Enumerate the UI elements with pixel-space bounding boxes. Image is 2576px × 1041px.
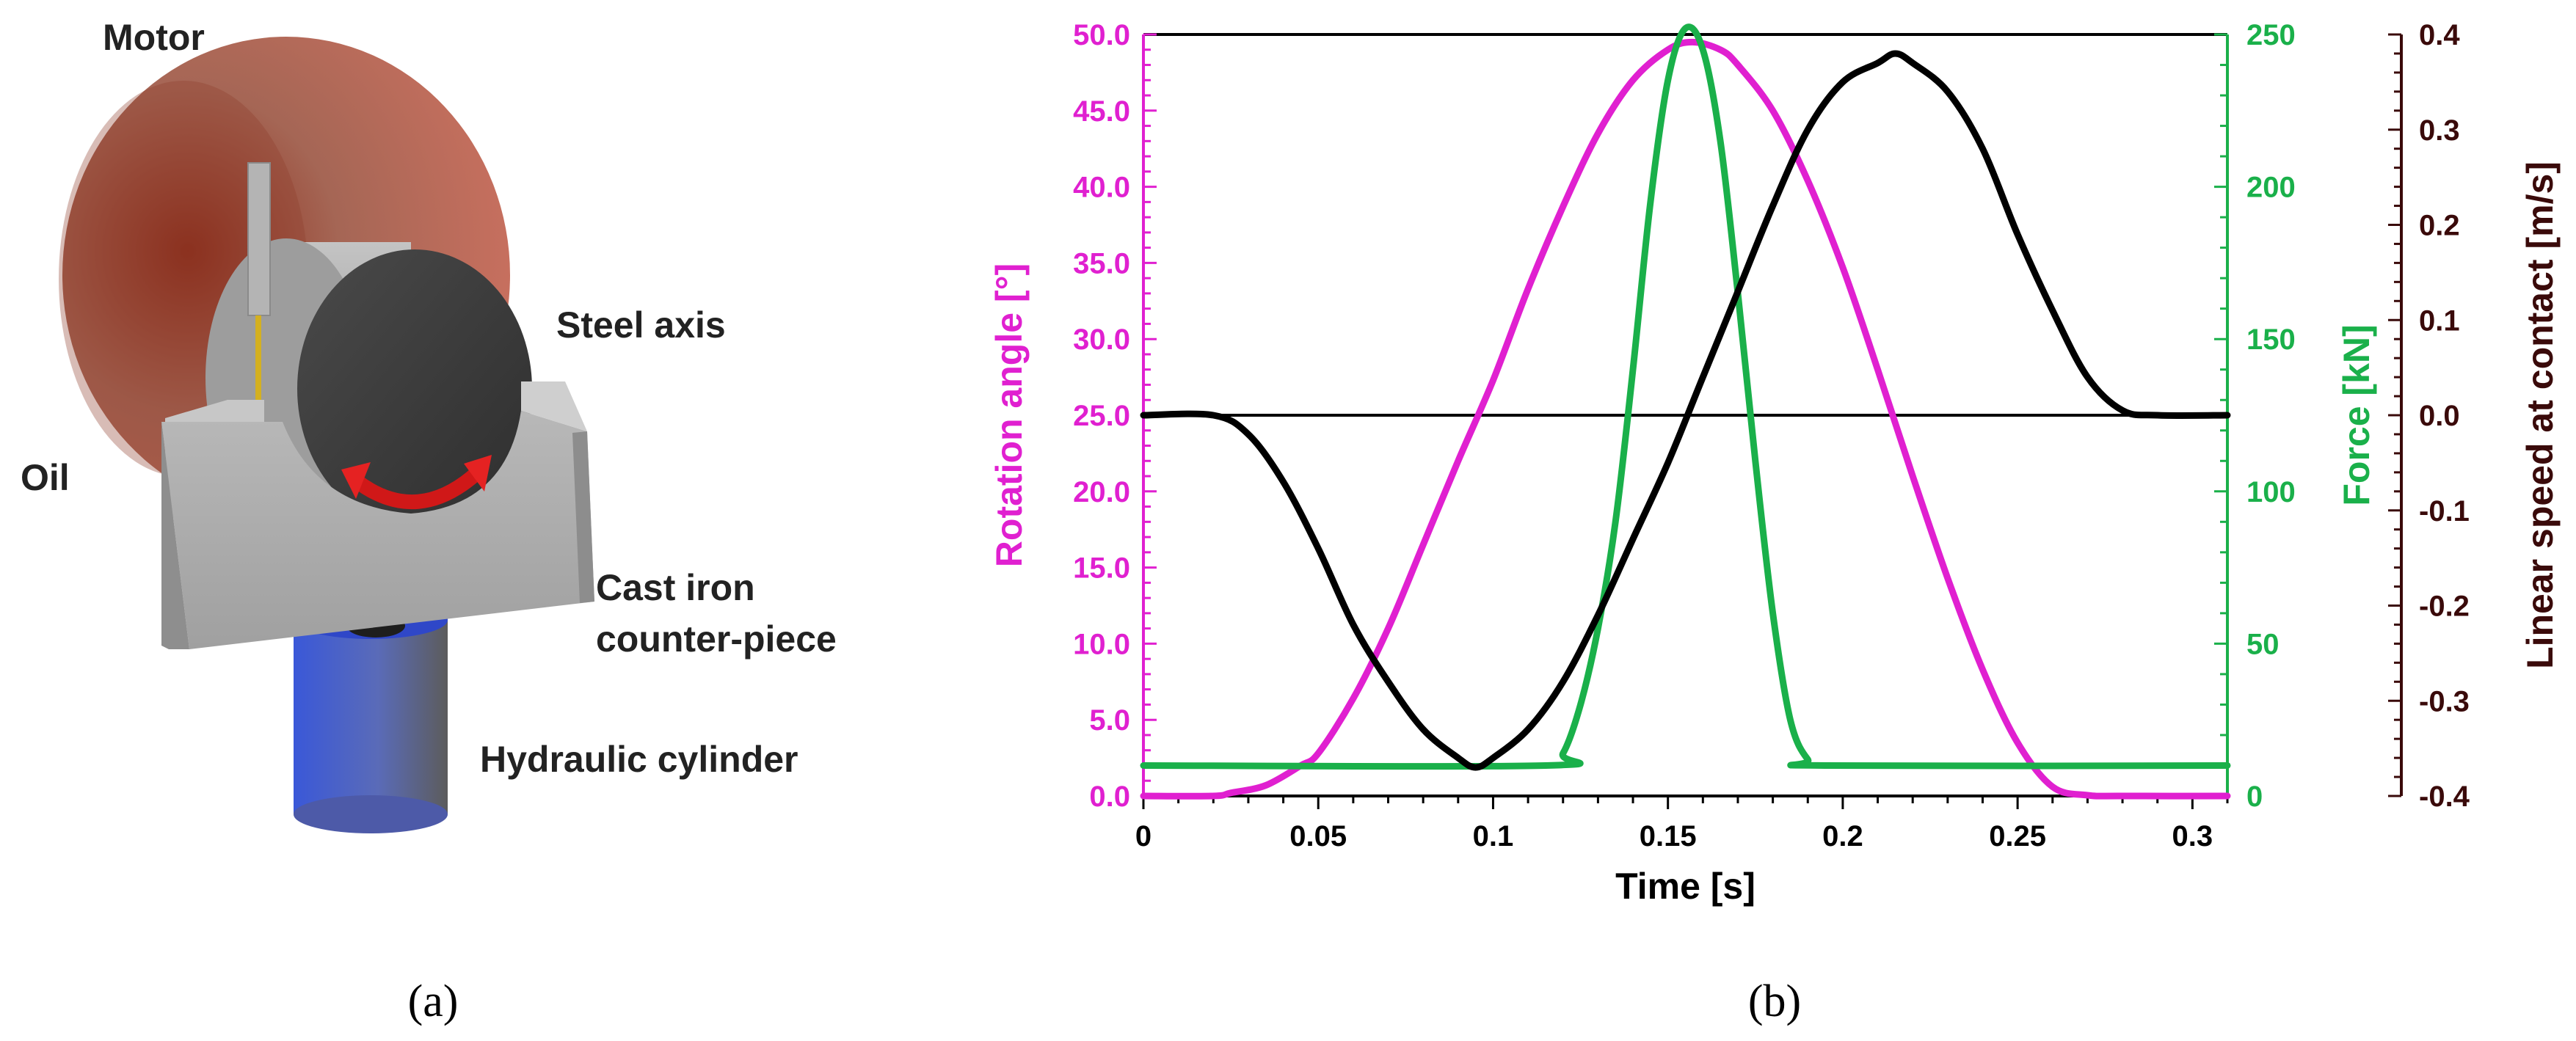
steel-axis-illustration — [205, 238, 532, 528]
force-axis-tick-label: 100 — [2246, 476, 2296, 508]
hydraulic-cylinder-label: Hydraulic cylinder — [480, 739, 798, 780]
speed-axis-tick-label: -0.4 — [2419, 781, 2470, 813]
speed-axis-tick-label: -0.2 — [2419, 591, 2470, 623]
left-axis-tick-label: 25.0 — [1073, 400, 1130, 432]
left-axis-tick-label: 30.0 — [1073, 324, 1130, 356]
panel-b-label: (b) — [1748, 976, 1801, 1026]
linear-speed-series-line — [1140, 50, 2231, 771]
motor-label: Motor — [103, 17, 205, 58]
x-axis-tick-label: 0.05 — [1289, 820, 1347, 852]
left-axis-tick-label: 20.0 — [1073, 476, 1130, 508]
force-axis-tick-label: 150 — [2246, 324, 2296, 356]
panel-a-label: (a) — [408, 976, 459, 1026]
speed-axis-tick-label: 0.0 — [2419, 400, 2460, 432]
counter-piece-illustration — [161, 381, 594, 649]
x-axis-label: Time [s] — [1615, 866, 1755, 907]
force-axis-tick-label: 0 — [2246, 781, 2263, 813]
force-axis-tick-label: 50 — [2246, 628, 2280, 660]
hydraulic-cylinder-illustration — [294, 601, 448, 833]
x-axis-tick-label: 0.1 — [1473, 820, 1514, 852]
x-axis-tick-label: 0.25 — [1989, 820, 2046, 852]
x-axis-tick-label: 0.3 — [2172, 820, 2213, 852]
left-axis-tick-label: 50.0 — [1073, 19, 1130, 51]
cast-iron-label-line2: counter-piece — [596, 618, 837, 660]
force-series-line — [1140, 23, 2231, 770]
x-axis-tick-label: 0.15 — [1640, 820, 1697, 852]
force-axis-label: Force [kN] — [2336, 324, 2377, 505]
steel-axis-label: Steel axis — [556, 304, 726, 346]
left-axis-tick-label: 0.0 — [1089, 781, 1130, 813]
speed-axis-label: Linear speed at contact [m/s] — [2519, 161, 2561, 669]
left-axis-label: Rotation angle [°] — [989, 263, 1030, 567]
left-axis-tick-label: 45.0 — [1073, 95, 1130, 128]
chart-plot-area: 0.0 5.0 10.0 15.0 20.0 25.0 30.0 35.0 40.0 45.0 50… — [989, 19, 2561, 907]
speed-axis-tick-label: 0.1 — [2419, 304, 2460, 337]
rotation-angle-series-line — [1140, 38, 2231, 800]
left-axis-tick-label: 5.0 — [1089, 704, 1130, 737]
left-axis-tick-label: 40.0 — [1073, 172, 1130, 204]
left-axis-tick-label: 35.0 — [1073, 247, 1130, 280]
oil-needle-illustration — [247, 162, 271, 444]
rotation-arrow-icon — [341, 455, 492, 510]
oil-label: Oil — [21, 457, 70, 498]
left-axis-tick-label: 15.0 — [1073, 552, 1130, 585]
speed-axis-tick-label: -0.1 — [2419, 495, 2470, 527]
speed-axis-tick-label: 0.4 — [2419, 19, 2460, 51]
cast-iron-label-line1: Cast iron — [596, 567, 755, 608]
force-axis-tick-label: 250 — [2246, 19, 2296, 51]
speed-axis-tick-label: -0.3 — [2419, 685, 2470, 717]
left-axis-tick-label: 10.0 — [1073, 628, 1130, 660]
force-axis-tick-label: 200 — [2246, 172, 2296, 204]
x-axis-tick-label: 0.2 — [1822, 820, 1863, 852]
panel-a-apparatus: Motor Steel axis Oil Cast iron counter-p… — [21, 17, 837, 1026]
speed-axis-tick-label: 0.2 — [2419, 210, 2460, 242]
panel-b-chart: 0.0 5.0 10.0 15.0 20.0 25.0 30.0 35.0 40.0 45.0 50… — [989, 19, 2561, 1026]
speed-axis-tick-label: 0.3 — [2419, 114, 2460, 147]
x-axis-tick-label: 0 — [1135, 820, 1151, 852]
